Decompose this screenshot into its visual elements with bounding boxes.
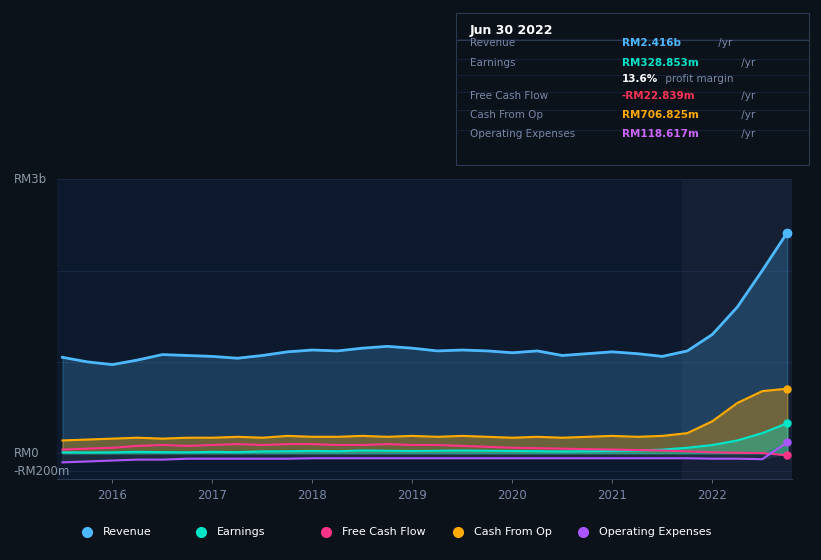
Text: Operating Expenses: Operating Expenses — [470, 129, 575, 139]
Text: Revenue: Revenue — [103, 528, 152, 537]
Text: /yr: /yr — [738, 58, 755, 68]
Text: Earnings: Earnings — [470, 58, 516, 68]
Text: -RM200m: -RM200m — [13, 465, 70, 478]
Text: RM2.416b: RM2.416b — [621, 38, 681, 48]
Bar — [682, 179, 817, 479]
Text: Cash From Op: Cash From Op — [470, 110, 543, 119]
Text: Revenue: Revenue — [470, 38, 515, 48]
Text: -RM22.839m: -RM22.839m — [621, 91, 695, 101]
Text: Free Cash Flow: Free Cash Flow — [470, 91, 548, 101]
Text: /yr: /yr — [738, 129, 755, 139]
Text: Cash From Op: Cash From Op — [474, 528, 552, 537]
Text: profit margin: profit margin — [663, 74, 734, 85]
Text: Earnings: Earnings — [217, 528, 265, 537]
Text: /yr: /yr — [715, 38, 732, 48]
Text: /yr: /yr — [738, 110, 755, 119]
Text: RM706.825m: RM706.825m — [621, 110, 699, 119]
Text: RM0: RM0 — [13, 447, 39, 460]
Text: RM3b: RM3b — [13, 172, 47, 186]
Text: 13.6%: 13.6% — [621, 74, 658, 85]
Text: RM118.617m: RM118.617m — [621, 129, 699, 139]
Text: Jun 30 2022: Jun 30 2022 — [470, 24, 553, 36]
Text: RM328.853m: RM328.853m — [621, 58, 699, 68]
Text: Free Cash Flow: Free Cash Flow — [342, 528, 425, 537]
Text: Operating Expenses: Operating Expenses — [599, 528, 711, 537]
Text: /yr: /yr — [738, 91, 755, 101]
